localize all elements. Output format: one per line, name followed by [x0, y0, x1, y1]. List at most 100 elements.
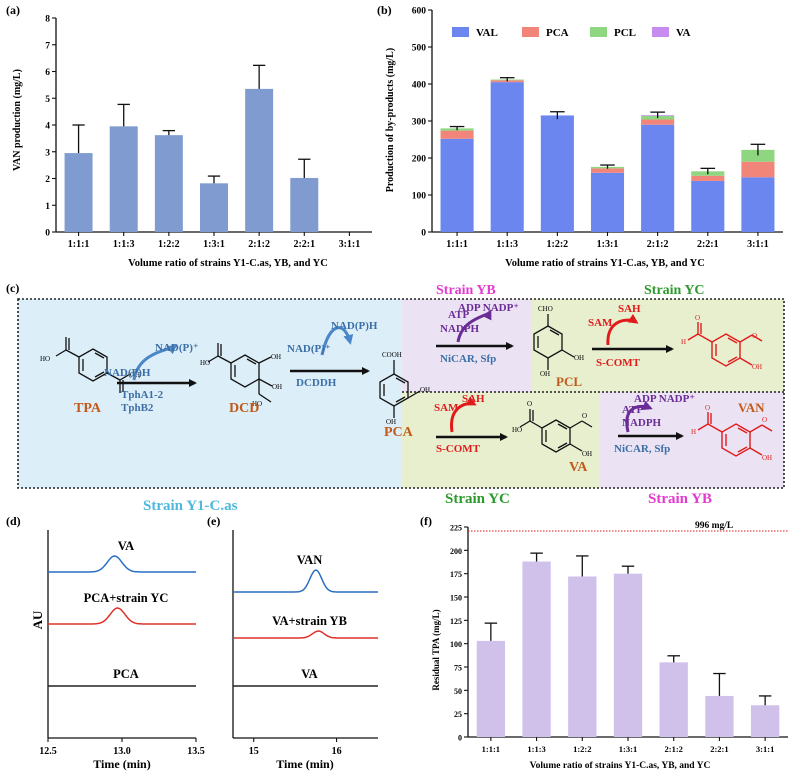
panel-f-bar	[613, 573, 643, 737]
panel-f-ytick-label: 100	[450, 640, 462, 649]
panel-a-ytick-label: 3	[45, 148, 50, 158]
panel-b-ytick-label: 400	[412, 81, 427, 91]
panel-f-ytick-label: 225	[450, 524, 462, 533]
panel-f-residual-tpa-chart: (f) 0 25 50 75 100 125 150 175 200 225 1:1:1 1:1:3 1…	[420, 514, 788, 771]
tpa-ho: HO	[40, 355, 50, 363]
panel-f-xtick-label: 2:1:2	[665, 744, 683, 754]
label-strain-yc-bottom: Strain YC	[445, 491, 510, 507]
panel-a-bar	[109, 126, 138, 232]
panel-d-xtick-label: 12.5	[39, 746, 57, 757]
panel-e-trace	[233, 569, 378, 593]
cofactor-nadp-1: NAD(P)⁺	[155, 342, 199, 354]
panel-a-label: (a)	[6, 3, 20, 17]
panel-b-ytick-label: 600	[412, 7, 427, 17]
compound-pca: PCA	[384, 425, 414, 440]
panel-a-ylabel: VAN production (mg/L)	[12, 69, 23, 171]
panel-f-ytick-label: 25	[454, 710, 462, 719]
van-o-2: O	[752, 332, 757, 340]
panel-e-trace-label: VAN	[297, 553, 322, 567]
panel-a-bar	[200, 183, 228, 232]
panel-a-ytick-label: 5	[45, 95, 50, 105]
van-structure-top	[687, 322, 763, 367]
va-oh: OH	[582, 450, 592, 458]
panel-a-bar	[245, 88, 274, 232]
panel-a-xtick-label: 3:1:1	[339, 239, 361, 250]
panel-b-xtick-label: 2:2:1	[697, 239, 719, 250]
region-strain-yc-top	[532, 299, 784, 392]
panel-f-label: (f)	[420, 514, 432, 528]
panel-a-xtick-label: 1:1:3	[113, 239, 135, 250]
panel-f-ytick-label: 200	[450, 547, 462, 556]
panel-e-plot-area: 15 16 VAN VA+strain YB VA	[232, 530, 378, 757]
panel-f-ytick-label: 175	[450, 570, 462, 579]
cofactor-nadp-2: NAD(P)⁺	[287, 343, 331, 355]
enzyme-dcddh: DCDDH	[296, 377, 337, 389]
panel-f-ytick-label: 125	[450, 617, 462, 626]
panel-f-xtick-label: 2:2:1	[710, 744, 728, 754]
panel-e-xtick-label: 16	[332, 746, 342, 757]
panel-f-xtick-label: 3:1:1	[756, 744, 774, 754]
panel-a-van-production-chart: (a) 0 1 2 3 4 5 6 7 8 1:1:1 1:1:3 1:2:2 1:3:1 2:1:2 2:…	[6, 3, 372, 269]
legend-swatch-pca	[522, 27, 539, 37]
enzyme-nicar-2: NiCAR, Sfp	[614, 443, 670, 455]
panel-b-ytick-label: 200	[412, 155, 427, 165]
va-ho: HO	[512, 426, 522, 434]
panel-f-bar	[522, 561, 551, 737]
pca-oh-1: OH	[420, 386, 430, 394]
panel-b-ytick-label: 300	[412, 118, 427, 128]
van-o: O	[695, 314, 700, 322]
panel-a-bar	[64, 153, 93, 232]
panel-f-reference-label: 996 mg/L	[695, 521, 733, 531]
van2-o: O	[705, 404, 710, 412]
pcl-oh-1: OH	[574, 354, 584, 362]
panel-b-xtick-label: 1:1:3	[496, 239, 518, 250]
region-strain-y1	[18, 299, 402, 488]
va-o-2: O	[582, 412, 587, 420]
cofactor-arrow-4	[606, 313, 639, 346]
panel-b-bar-val	[590, 172, 625, 232]
cofactor-nadph-4: NADPH	[622, 417, 662, 429]
panel-a-plot-area: 0 1 2 3 4 5 6 7 8 1:1:1 1:1:3 1:2:2 1:3:1 2:1:2 2:2:1 3…	[45, 15, 372, 250]
va-o: O	[527, 400, 532, 408]
panel-b-bar-val	[490, 82, 524, 233]
panel-a-ytick-label: 6	[45, 68, 50, 78]
panel-b-bar-val	[741, 177, 775, 232]
cofactor-nadph-2: NAD(P)H	[331, 320, 378, 332]
dcd-structure	[207, 343, 273, 403]
cofactor-arrow-2	[320, 326, 354, 356]
panel-a-xtick-label: 2:2:1	[293, 239, 315, 250]
cofactor-nadph-3: NADPH	[440, 323, 480, 335]
pcl-oh-2: OH	[540, 370, 550, 378]
panel-a-ytick-label: 0	[45, 229, 50, 239]
legend-label-val: VAL	[476, 27, 498, 39]
panel-a-xtick-label: 1:1:1	[68, 239, 90, 250]
enzyme-tphb: TphB2	[121, 402, 154, 414]
enzyme-scomt-2: S-COMT	[436, 443, 481, 455]
panel-a-ytick-label: 2	[45, 175, 50, 185]
panel-a-xtick-label: 1:2:2	[158, 239, 180, 250]
panel-d-ylabel: AU	[30, 610, 45, 629]
panel-f-xtick-label: 1:3:1	[619, 744, 637, 754]
panel-f-bar	[568, 576, 597, 737]
panel-c-dotted-border	[17, 298, 785, 489]
panel-b-bar-pca	[440, 130, 474, 139]
panel-b-xtick-label: 3:1:1	[747, 239, 769, 250]
enzyme-nicar-1: NiCAR, Sfp	[440, 353, 496, 365]
panel-b-bar-pca	[641, 119, 675, 125]
van-structure-bottom	[697, 412, 773, 457]
panel-a-ytick-label: 8	[45, 15, 50, 25]
panel-b-bar-val	[540, 115, 574, 232]
enzyme-scomt-1: S-COMT	[596, 357, 641, 369]
panel-d-xtick-label: 13.0	[113, 746, 131, 757]
cofactor-arrow-3	[456, 309, 492, 343]
van-oh: OH	[752, 363, 762, 371]
panel-b-xtick-label: 2:1:2	[647, 239, 669, 250]
region-strain-yb-bottom	[600, 392, 784, 488]
panel-f-xlabel: Volume ratio of strains Y1-C.as, YB, and…	[530, 761, 711, 771]
cofactor-adp-nadp-2: ADP NADP⁺	[634, 393, 695, 405]
pca-cooh: COOH	[382, 351, 402, 359]
va-structure	[519, 409, 593, 453]
panel-f-ytick-label: 50	[454, 687, 462, 696]
dcd-ho: HO	[200, 359, 210, 367]
panel-d-hplc-chromatogram: (d) 12.5 13.0 13.5 VA PCA+strain YC PCA AU Ti…	[6, 514, 205, 771]
